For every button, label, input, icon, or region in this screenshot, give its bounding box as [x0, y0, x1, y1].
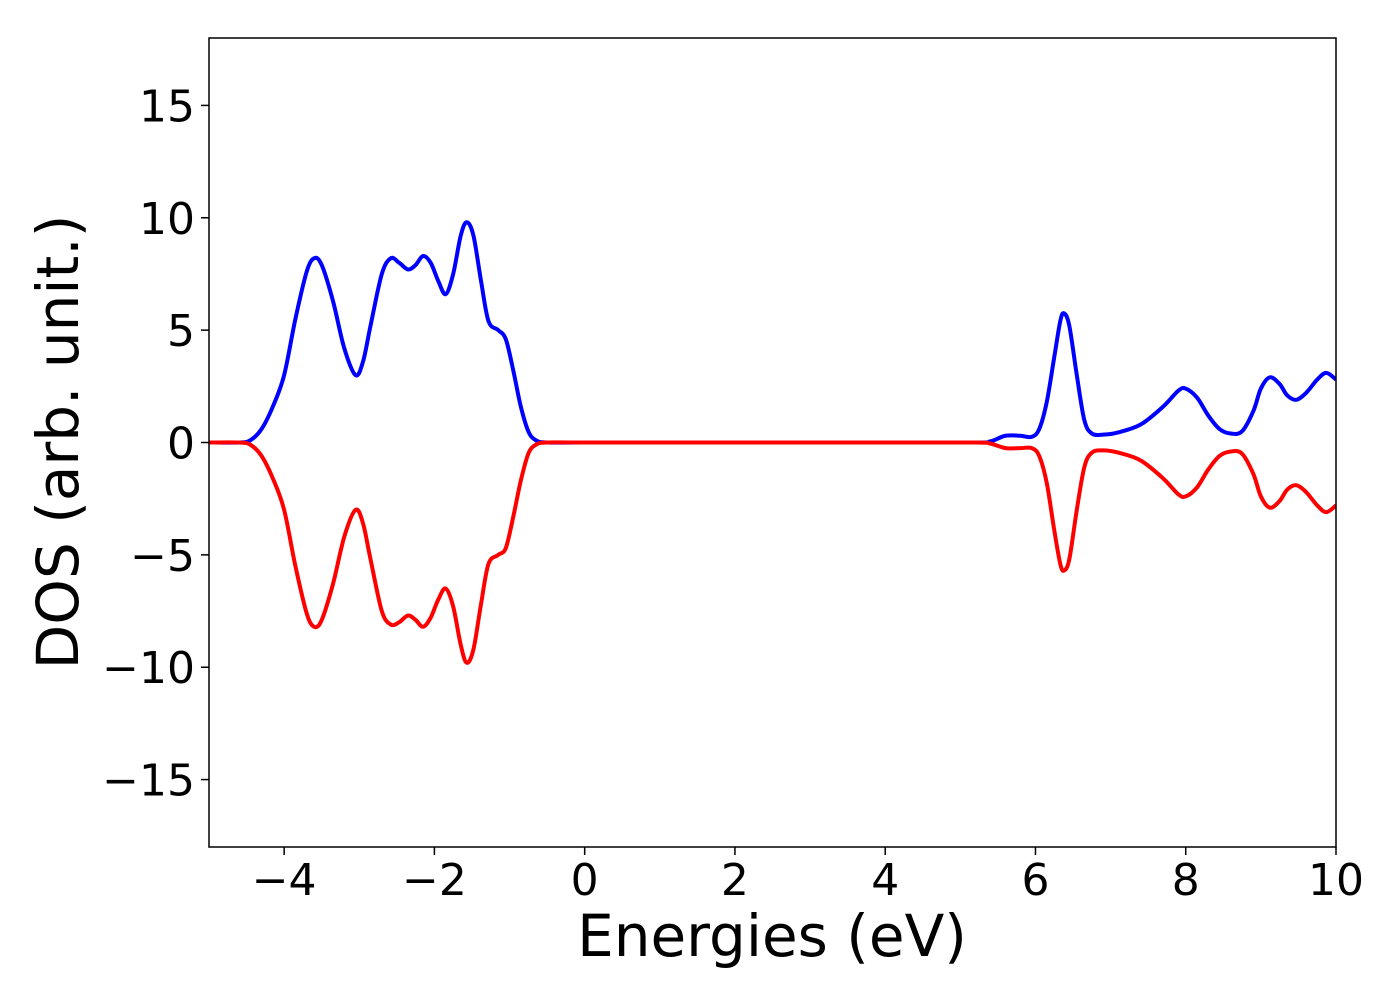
y-tick-label: 0	[167, 419, 195, 470]
x-tick-label: 8	[1172, 855, 1200, 906]
x-tick-label: 10	[1308, 855, 1364, 906]
y-axis-ticks: −15 −10 −5 0 5 10 15	[102, 81, 209, 807]
y-tick-label: −15	[102, 756, 195, 807]
x-tick-label: −4	[252, 855, 317, 906]
y-tick-label: 10	[139, 194, 195, 245]
y-axis-title: DOS (arb. unit.)	[24, 215, 92, 670]
series-line-1	[209, 220, 1336, 445]
x-axis-title: Energies (eV)	[577, 902, 967, 970]
series-line-2	[209, 440, 1336, 665]
x-tick-label: 4	[871, 855, 899, 906]
y-tick-label: 15	[139, 81, 195, 132]
x-tick-label: 0	[571, 855, 599, 906]
x-tick-label: −2	[402, 855, 467, 906]
y-tick-label: 5	[167, 306, 195, 357]
x-tick-label: 2	[721, 855, 749, 906]
y-tick-label: −10	[102, 643, 195, 694]
series-layer	[209, 220, 1336, 665]
x-tick-label: 6	[1021, 855, 1049, 906]
x-axis-ticks: −4 −2 0 2 4 6 8 10	[252, 847, 1364, 906]
y-tick-label: −5	[130, 531, 195, 582]
